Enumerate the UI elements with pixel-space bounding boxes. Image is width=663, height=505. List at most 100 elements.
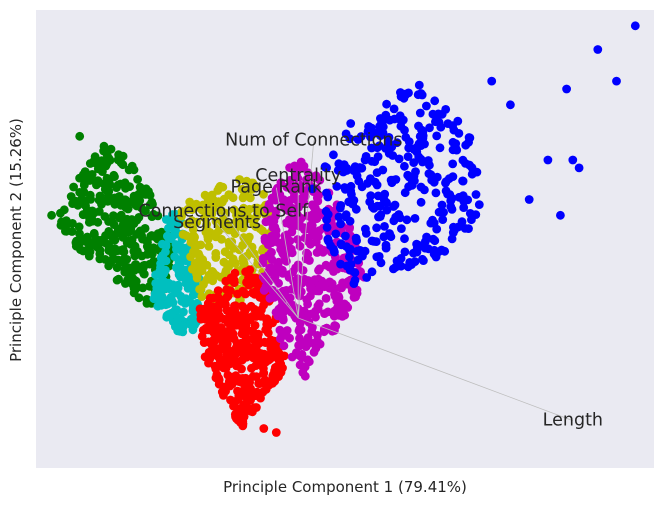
data-point — [400, 234, 409, 244]
data-point — [229, 275, 239, 285]
data-point — [465, 209, 475, 218]
data-point — [214, 353, 224, 363]
data-point — [362, 273, 372, 282]
data-point — [280, 231, 290, 241]
data-point — [195, 304, 205, 314]
data-point — [367, 267, 377, 277]
loading-vector-line — [222, 211, 299, 319]
data-point — [285, 163, 294, 173]
data-point — [226, 309, 236, 319]
data-point — [337, 303, 347, 313]
data-point — [188, 290, 198, 300]
data-point — [252, 210, 262, 220]
data-point — [352, 236, 361, 246]
data-point — [562, 84, 571, 94]
data-point — [112, 275, 122, 285]
data-point — [438, 215, 448, 225]
data-point — [437, 200, 447, 210]
data-point — [275, 325, 285, 335]
data-point — [419, 256, 428, 265]
data-point — [267, 255, 277, 265]
data-point — [430, 96, 440, 106]
data-point — [296, 157, 306, 167]
data-point — [205, 273, 215, 283]
data-point — [204, 312, 214, 322]
data-point — [352, 246, 362, 256]
data-point — [110, 193, 120, 203]
data-point — [306, 291, 315, 301]
data-point — [270, 269, 280, 278]
data-point — [96, 195, 106, 204]
data-point — [137, 231, 147, 241]
y-axis-label: Principle Component 2 (15.26%) — [7, 118, 25, 362]
data-point — [178, 327, 188, 337]
data-point — [242, 352, 252, 362]
data-point — [147, 197, 157, 207]
data-point — [389, 202, 398, 211]
data-point — [345, 223, 354, 232]
data-point — [149, 257, 159, 266]
data-point — [256, 305, 266, 315]
data-point — [459, 203, 469, 213]
data-point — [300, 191, 310, 201]
data-point — [420, 243, 430, 253]
data-point — [361, 224, 370, 234]
data-point — [89, 228, 99, 238]
data-point — [216, 297, 225, 307]
data-point — [372, 252, 382, 262]
data-point — [94, 207, 104, 216]
data-point — [389, 216, 399, 226]
data-point — [278, 269, 288, 278]
loading-vector-label: Segments — [173, 213, 261, 233]
data-point — [69, 197, 79, 207]
data-point — [214, 197, 224, 207]
data-point — [233, 394, 243, 404]
data-point — [294, 340, 303, 350]
data-point — [345, 252, 354, 262]
loading-vector-label: Centrality — [255, 166, 341, 186]
data-point — [382, 198, 391, 208]
data-point — [424, 169, 434, 179]
data-point — [467, 163, 477, 173]
data-point — [141, 206, 150, 216]
data-point — [102, 150, 112, 160]
data-point — [291, 263, 300, 273]
data-point — [357, 182, 367, 192]
data-point — [341, 129, 351, 139]
data-point — [543, 155, 553, 165]
data-point — [185, 298, 195, 307]
data-point — [219, 388, 229, 398]
data-point — [303, 339, 313, 349]
data-point — [226, 395, 235, 405]
data-point — [129, 247, 139, 256]
data-point — [221, 208, 230, 218]
data-point — [118, 160, 128, 170]
data-point — [245, 388, 255, 397]
data-point — [80, 179, 89, 189]
data-point — [293, 235, 302, 244]
data-point — [361, 152, 371, 161]
data-point — [174, 267, 184, 276]
data-point — [133, 175, 143, 184]
data-point — [435, 143, 445, 153]
data-point — [209, 203, 218, 213]
data-point — [370, 157, 380, 167]
data-point — [375, 212, 385, 222]
data-point — [396, 92, 406, 101]
data-point — [446, 202, 456, 212]
data-point — [219, 257, 229, 267]
data-point — [147, 231, 157, 240]
data-point — [378, 165, 388, 175]
data-point — [451, 139, 461, 149]
data-point — [373, 191, 383, 201]
data-point — [612, 76, 621, 86]
data-point — [298, 368, 308, 377]
data-point — [311, 344, 321, 353]
data-point — [420, 185, 429, 195]
data-point — [285, 294, 294, 303]
data-point — [285, 175, 295, 185]
data-point — [259, 189, 268, 199]
data-point — [416, 197, 426, 207]
data-point — [106, 258, 116, 268]
data-point — [85, 190, 95, 200]
